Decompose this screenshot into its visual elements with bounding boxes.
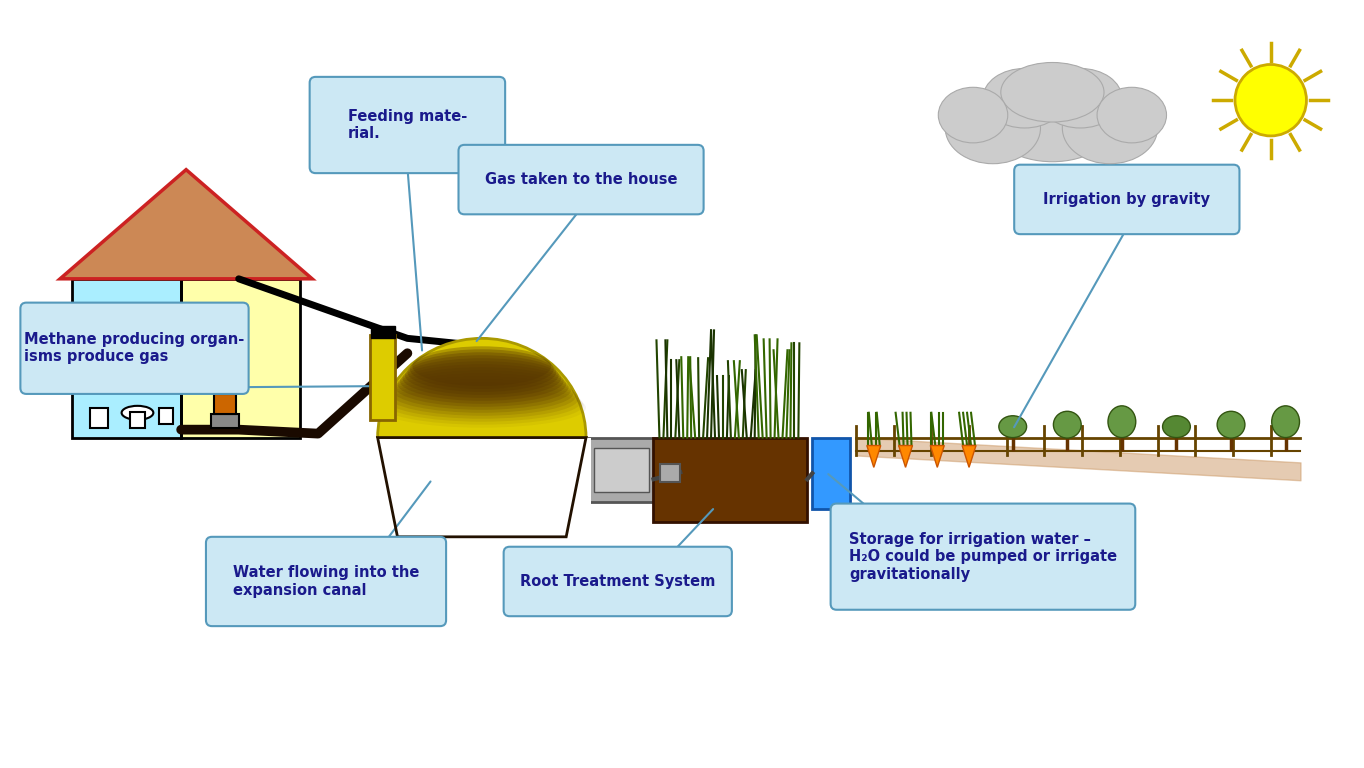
FancyBboxPatch shape bbox=[1015, 164, 1240, 234]
FancyBboxPatch shape bbox=[20, 303, 248, 394]
Ellipse shape bbox=[1001, 62, 1103, 122]
FancyBboxPatch shape bbox=[372, 438, 591, 541]
FancyBboxPatch shape bbox=[181, 279, 300, 438]
Ellipse shape bbox=[390, 373, 574, 412]
Ellipse shape bbox=[409, 349, 554, 389]
Ellipse shape bbox=[1271, 406, 1300, 438]
Ellipse shape bbox=[393, 370, 572, 410]
Polygon shape bbox=[378, 438, 587, 537]
Circle shape bbox=[1234, 65, 1307, 136]
Text: Gas taken to the house: Gas taken to the house bbox=[484, 172, 678, 187]
FancyBboxPatch shape bbox=[587, 438, 660, 502]
FancyBboxPatch shape bbox=[206, 537, 446, 626]
Text: Methane producing organ-
isms produce gas: Methane producing organ- isms produce ga… bbox=[25, 332, 244, 365]
Ellipse shape bbox=[382, 382, 581, 422]
Ellipse shape bbox=[988, 78, 1117, 162]
FancyBboxPatch shape bbox=[831, 504, 1135, 610]
Polygon shape bbox=[962, 445, 977, 468]
Ellipse shape bbox=[378, 339, 587, 537]
Text: Water flowing into the
expansion canal: Water flowing into the expansion canal bbox=[233, 565, 419, 598]
Ellipse shape bbox=[378, 388, 587, 428]
FancyBboxPatch shape bbox=[90, 408, 108, 428]
Ellipse shape bbox=[1097, 88, 1166, 143]
Ellipse shape bbox=[1038, 68, 1121, 128]
Ellipse shape bbox=[983, 68, 1067, 128]
Text: Irrigation by gravity: Irrigation by gravity bbox=[1043, 192, 1210, 207]
Polygon shape bbox=[899, 445, 913, 468]
FancyBboxPatch shape bbox=[371, 326, 396, 339]
Ellipse shape bbox=[408, 353, 557, 392]
FancyBboxPatch shape bbox=[160, 408, 173, 424]
FancyBboxPatch shape bbox=[214, 394, 236, 414]
Ellipse shape bbox=[405, 356, 559, 395]
Ellipse shape bbox=[121, 406, 153, 420]
FancyBboxPatch shape bbox=[813, 438, 850, 509]
Ellipse shape bbox=[385, 379, 578, 419]
Ellipse shape bbox=[1217, 412, 1245, 438]
FancyBboxPatch shape bbox=[660, 465, 681, 482]
FancyBboxPatch shape bbox=[211, 414, 239, 428]
Ellipse shape bbox=[1053, 412, 1082, 438]
FancyBboxPatch shape bbox=[503, 547, 732, 616]
Ellipse shape bbox=[1063, 92, 1158, 164]
Ellipse shape bbox=[938, 88, 1008, 143]
Ellipse shape bbox=[396, 367, 569, 407]
Ellipse shape bbox=[1162, 415, 1191, 438]
Ellipse shape bbox=[945, 92, 1041, 164]
FancyBboxPatch shape bbox=[593, 448, 648, 492]
Text: Feeding mate-
rial.: Feeding mate- rial. bbox=[348, 109, 466, 141]
FancyBboxPatch shape bbox=[310, 77, 505, 173]
Ellipse shape bbox=[402, 358, 561, 398]
Ellipse shape bbox=[381, 385, 584, 425]
Polygon shape bbox=[60, 170, 312, 279]
Ellipse shape bbox=[1108, 406, 1136, 438]
Text: Storage for irrigation water –
H₂O could be pumped or irrigate
gravitationally: Storage for irrigation water – H₂O could… bbox=[848, 531, 1117, 581]
Ellipse shape bbox=[387, 376, 576, 415]
Ellipse shape bbox=[400, 361, 563, 401]
FancyBboxPatch shape bbox=[72, 279, 181, 438]
FancyBboxPatch shape bbox=[370, 336, 396, 420]
Ellipse shape bbox=[998, 415, 1027, 438]
Polygon shape bbox=[930, 445, 944, 468]
Ellipse shape bbox=[412, 346, 551, 386]
FancyBboxPatch shape bbox=[130, 412, 146, 428]
Ellipse shape bbox=[397, 364, 566, 404]
Polygon shape bbox=[868, 445, 881, 468]
Text: Root Treatment System: Root Treatment System bbox=[520, 574, 716, 589]
FancyBboxPatch shape bbox=[653, 438, 807, 522]
FancyBboxPatch shape bbox=[458, 145, 704, 214]
